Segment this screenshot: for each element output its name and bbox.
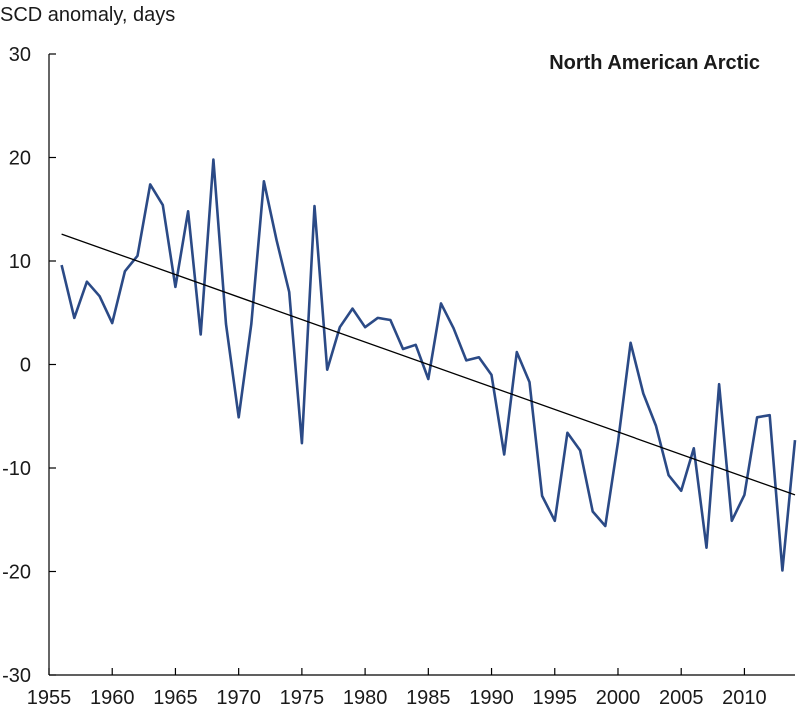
y-tick-label: 10 — [9, 251, 31, 273]
x-tick-label: 2000 — [596, 687, 641, 709]
y-tick-label: -10 — [2, 458, 31, 480]
x-tick-label: 1955 — [27, 687, 72, 709]
chart-title: North American Arctic — [549, 52, 760, 74]
x-tick-label: 1985 — [406, 687, 451, 709]
y-axis-label: SCD anomaly, days — [0, 4, 175, 26]
trend-line — [61, 233, 796, 496]
x-axis: 1955 1960 1965 1970 1975 1980 1985 1990 1995 2000… — [27, 668, 767, 709]
x-tick-label: 1965 — [153, 687, 198, 709]
x-tick-label: 1970 — [216, 687, 261, 709]
x-tick-label: 1975 — [280, 687, 325, 709]
y-tick-label: -20 — [2, 562, 31, 584]
x-tick-label: 1960 — [90, 687, 135, 709]
x-tick-label: 1990 — [469, 687, 514, 709]
y-tick-label: -30 — [2, 665, 31, 687]
y-tick-label: 0 — [20, 355, 31, 377]
y-axis: -30 -20 -10 0 10 20 30 — [2, 44, 56, 687]
x-tick-label: 2010 — [722, 687, 767, 709]
x-tick-label: 1980 — [343, 687, 388, 709]
y-tick-label: 30 — [9, 44, 31, 66]
x-tick-label: 1995 — [533, 687, 578, 709]
x-tick-label: 2005 — [659, 687, 704, 709]
y-tick-label: 20 — [9, 148, 31, 170]
plot-area — [60, 158, 797, 572]
